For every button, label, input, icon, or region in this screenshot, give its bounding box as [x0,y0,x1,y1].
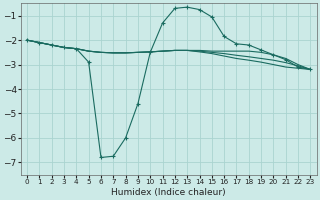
X-axis label: Humidex (Indice chaleur): Humidex (Indice chaleur) [111,188,226,197]
